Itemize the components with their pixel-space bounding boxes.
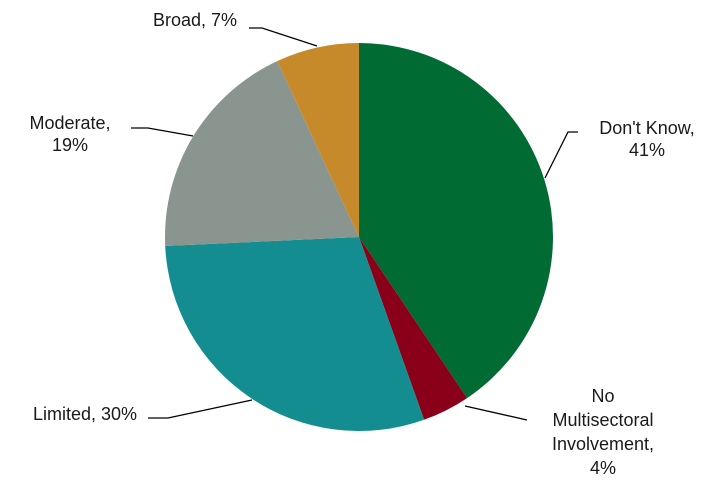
data-label: Limited, 30% (33, 404, 137, 424)
data-label: Moderate, 19% (29, 113, 110, 155)
data-label-line: 19% (52, 135, 88, 155)
data-label-line: Moderate, (29, 113, 110, 133)
leader-line (544, 131, 578, 179)
leader-line (148, 399, 253, 419)
pie-slice-moderate (164, 61, 359, 247)
pie-slice-limited (165, 237, 425, 431)
data-label: No Multisectoral Involvement, 4% (552, 386, 654, 478)
pie-slice-don-t-know (359, 43, 554, 399)
leader-line (464, 405, 528, 421)
pie-slice-broad (277, 43, 359, 237)
leader-line (249, 27, 318, 47)
data-label-line: 41% (629, 140, 665, 160)
data-label-line: No (591, 386, 614, 406)
data-labels: Don't Know, 41% No Multisectoral Involvement… (29, 10, 694, 478)
data-label-line: Don't Know, (599, 118, 695, 138)
data-label-line: Broad, 7% (153, 10, 237, 30)
data-label-line: Multisectoral (552, 410, 653, 430)
data-label-line: Involvement, (552, 434, 654, 454)
data-label-line: 4% (590, 458, 616, 478)
pie-slice-no-multisectoral-involvement (359, 237, 468, 420)
data-label-line: Limited, 30% (33, 404, 137, 424)
data-label: Don't Know, 41% (599, 118, 695, 160)
leader-line (131, 127, 194, 137)
pie-slices (164, 43, 554, 431)
data-label: Broad, 7% (153, 10, 237, 30)
leader-lines (131, 27, 578, 421)
